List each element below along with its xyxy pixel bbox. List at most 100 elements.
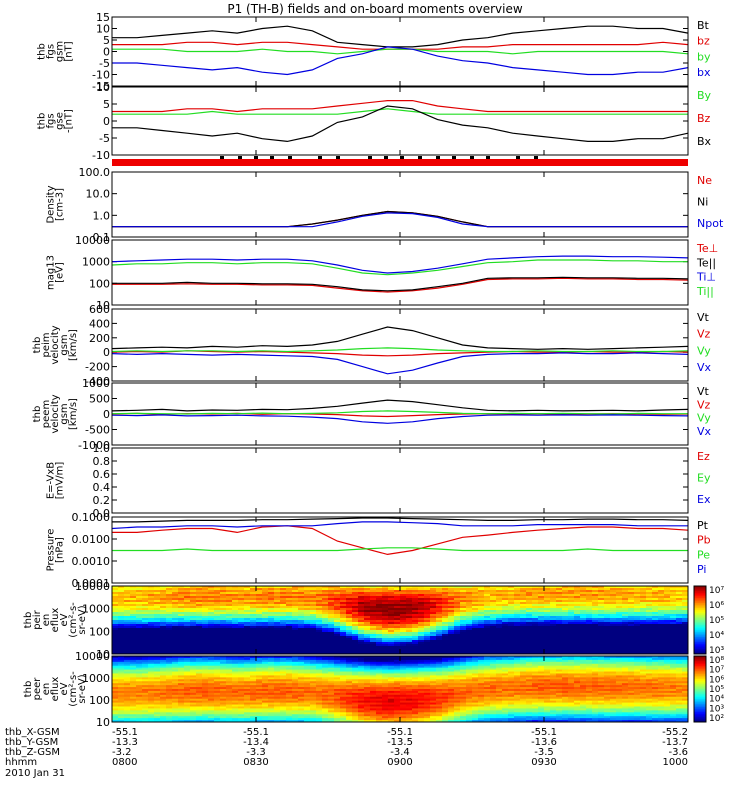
heatmap-cell — [418, 640, 425, 643]
heatmap-cell — [172, 602, 179, 605]
heatmap-cell — [652, 628, 659, 631]
heatmap-cell — [574, 642, 581, 645]
heatmap-cell — [550, 612, 557, 615]
heatmap-cell — [166, 687, 173, 690]
heatmap-cell — [376, 596, 383, 599]
heatmap-cell — [220, 608, 227, 611]
heatmap-cell — [256, 588, 263, 591]
heatmap-cell — [652, 606, 659, 609]
heatmap-cell — [304, 687, 311, 690]
heatmap-cell — [124, 710, 131, 713]
heatmap-cell — [196, 718, 203, 721]
heatmap-cell — [310, 683, 317, 686]
heatmap-cell — [664, 610, 671, 613]
heatmap-cell — [466, 626, 473, 629]
heatmap-cell — [232, 704, 239, 707]
heatmap-cell — [346, 652, 353, 655]
heatmap-cell — [226, 657, 233, 661]
heatmap-cell — [310, 714, 317, 717]
heatmap-cell — [118, 669, 125, 672]
heatmap-cell — [232, 588, 239, 591]
heatmap-cell — [334, 588, 341, 591]
heatmap-cell — [520, 634, 527, 637]
heatmap-cell — [496, 650, 503, 653]
heatmap-cell — [112, 586, 119, 589]
heatmap-cell — [262, 644, 269, 647]
heatmap-cell — [472, 586, 479, 589]
heatmap-cell — [118, 708, 125, 711]
heatmap-cell — [514, 630, 521, 633]
heatmap-cell — [262, 718, 269, 721]
heatmap-cell — [190, 612, 197, 615]
heatmap-cell — [628, 600, 635, 603]
heatmap-cell — [376, 616, 383, 619]
heatmap-cell — [298, 592, 305, 595]
heatmap-cell — [130, 602, 137, 605]
heatmap-cell — [448, 586, 455, 589]
heatmap-cell — [142, 650, 149, 653]
heatmap-cell — [580, 600, 587, 603]
heatmap-cell — [184, 710, 191, 713]
heatmap-cell — [268, 642, 275, 645]
heatmap-cell — [370, 644, 377, 647]
heatmap-cell — [388, 586, 395, 589]
heatmap-cell — [346, 600, 353, 603]
heatmap-cell — [190, 690, 197, 694]
heatmap-cell — [424, 620, 431, 623]
heatmap-cell — [580, 586, 587, 589]
heatmap-cell — [274, 710, 281, 713]
heatmap-cell — [592, 604, 599, 607]
heatmap-cell — [448, 602, 455, 605]
heatmap-cell — [244, 618, 251, 621]
heatmap-cell — [406, 586, 413, 589]
heatmap-cell — [298, 588, 305, 591]
heatmap-cell — [466, 630, 473, 633]
heatmap-cell — [328, 681, 335, 684]
heatmap-cell — [286, 659, 293, 663]
heatmap-cell — [388, 622, 395, 625]
heatmap-cell — [214, 586, 221, 589]
heatmap-cell — [274, 673, 281, 676]
heatmap-cell — [646, 638, 653, 641]
heatmap-cell — [592, 614, 599, 617]
heatmap-cell — [586, 634, 593, 637]
heatmap-cell — [628, 624, 635, 627]
heatmap-cell — [166, 648, 173, 651]
heatmap-cell — [184, 671, 191, 674]
heatmap-cell — [328, 718, 335, 721]
heatmap-cell — [196, 606, 203, 609]
heatmap-cell — [202, 598, 209, 601]
heatmap-cell — [220, 700, 227, 703]
heatmap-cell — [310, 636, 317, 639]
heatmap-cell — [658, 604, 665, 607]
heatmap-cell — [310, 720, 317, 723]
heatmap-cell — [592, 648, 599, 651]
heatmap-cell — [562, 606, 569, 609]
heatmap-cell — [214, 716, 221, 719]
heatmap-cell — [646, 602, 653, 605]
heatmap-cell — [178, 606, 185, 609]
heatmap-cell — [334, 602, 341, 605]
heatmap-cell — [310, 586, 317, 589]
heatmap-cell — [256, 702, 263, 705]
heatmap-cell — [592, 638, 599, 641]
panels: thbfgsgsm[nT]151050-5-10-15Btbzbybxthbfg… — [23, 11, 724, 729]
heatmap-cell — [124, 698, 131, 702]
heatmap-cell — [280, 667, 287, 670]
heatmap-cell — [172, 638, 179, 641]
series-line-temperature-0 — [112, 277, 689, 293]
heatmap-cell — [244, 616, 251, 619]
heatmap-cell — [190, 669, 197, 672]
heatmap-cell — [610, 648, 617, 651]
heatmap-cell — [316, 690, 323, 694]
heatmap-cell — [604, 634, 611, 637]
heatmap-cell — [598, 604, 605, 607]
heatmap-cell — [514, 622, 521, 625]
heatmap-cell — [400, 604, 407, 607]
heatmap-cell — [658, 632, 665, 635]
heatmap-cell — [478, 628, 485, 631]
heatmap-cell — [148, 679, 155, 682]
heatmap-cell — [208, 661, 215, 665]
heatmap-cell — [136, 606, 143, 609]
heatmap-cell — [484, 636, 491, 639]
